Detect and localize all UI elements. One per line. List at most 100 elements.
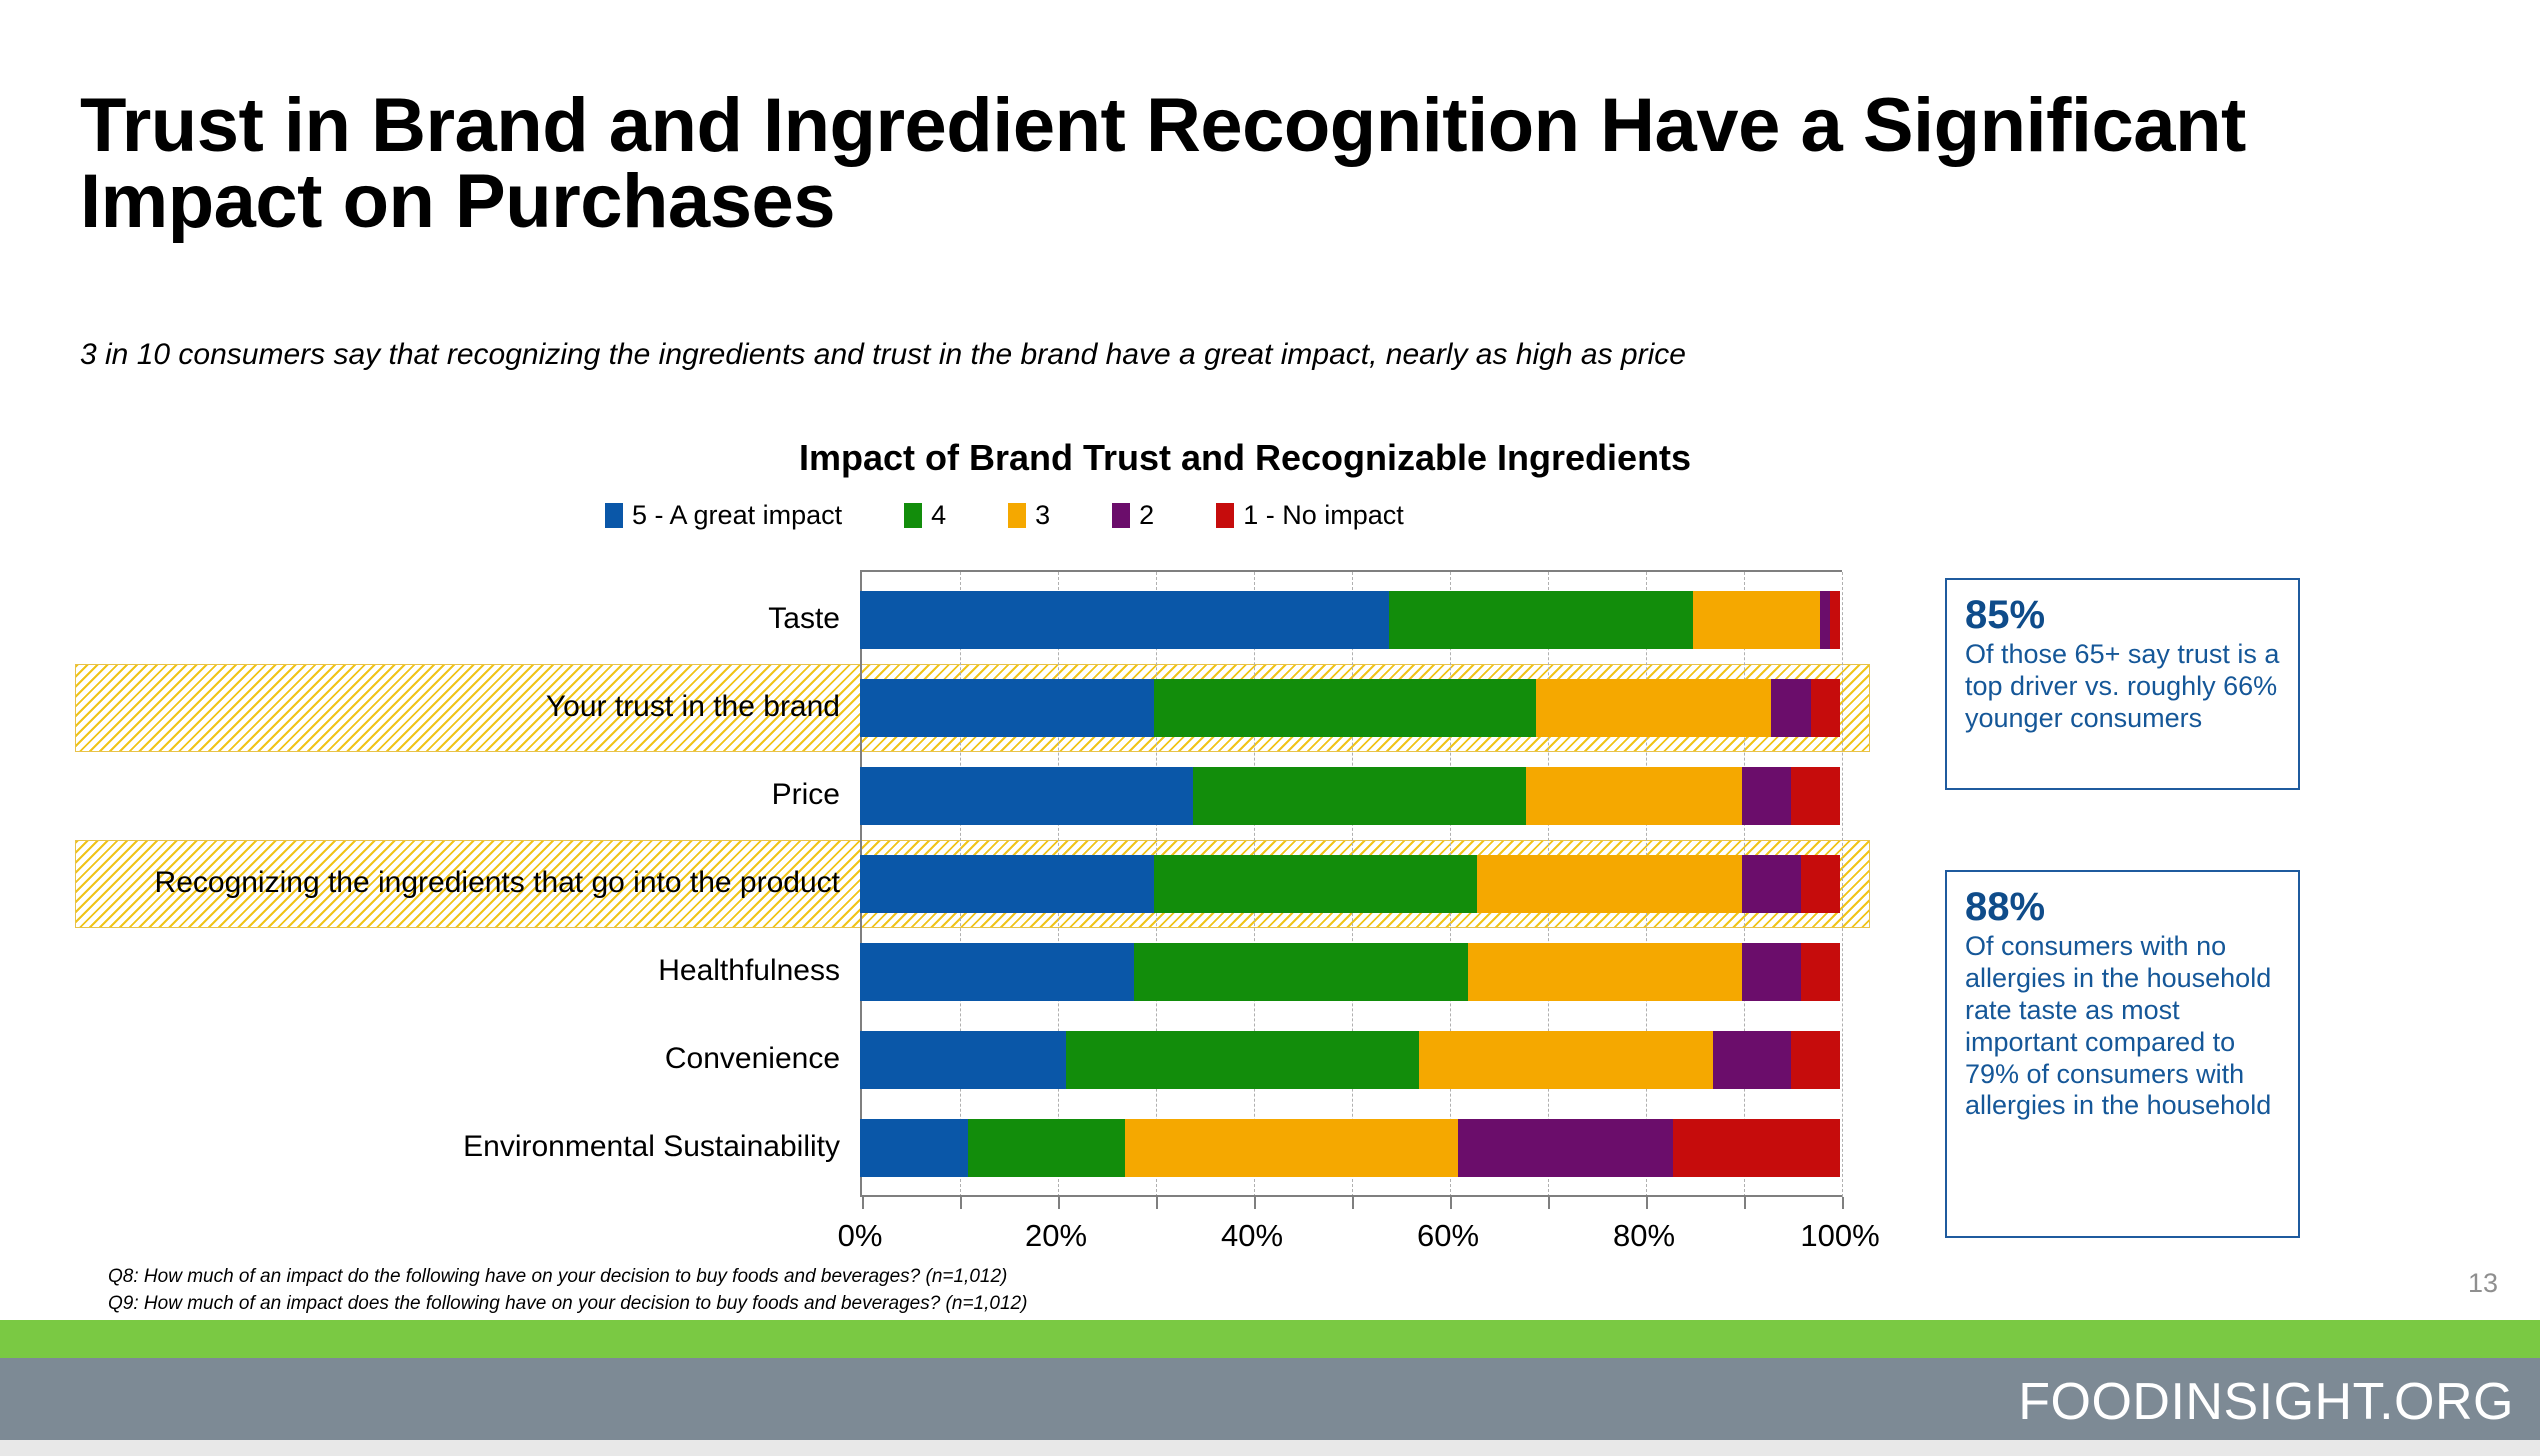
bar-segment-2[interactable] <box>967 1119 1125 1177</box>
x-axis-tick <box>1842 1197 1844 1209</box>
footnotes: Q8: How much of an impact do the followi… <box>108 1264 1027 1318</box>
legend-label: 1 - No impact <box>1243 500 1404 530</box>
bar-segment-1[interactable] <box>860 767 1194 825</box>
stacked-bar[interactable] <box>860 591 1840 649</box>
x-axis-tick <box>1744 1197 1746 1209</box>
site-url: FOODINSIGHT.ORG <box>2018 1373 2514 1431</box>
x-axis-label: 80% <box>1612 1218 1676 1253</box>
category-label: Taste <box>768 602 840 635</box>
bar-segment-3[interactable] <box>1536 679 1772 737</box>
category-label: Recognizing the ingredients that go into… <box>154 866 840 899</box>
bar-segment-2[interactable] <box>1134 943 1468 1001</box>
bar-segment-4[interactable] <box>1741 767 1791 825</box>
legend-swatch-icon <box>904 503 923 528</box>
footer-gray-bar <box>0 1358 2540 1440</box>
bar-segment-1[interactable] <box>860 591 1390 649</box>
bar-segment-3[interactable] <box>1692 591 1821 649</box>
stacked-bar[interactable] <box>860 943 1840 1001</box>
bar-segment-3[interactable] <box>1467 943 1742 1001</box>
category-label: Convenience <box>664 1042 840 1075</box>
bar-segment-1[interactable] <box>860 1031 1066 1089</box>
bar-segment-5[interactable] <box>1673 1119 1840 1177</box>
legend-label: 4 <box>931 500 947 530</box>
footer-green-bar <box>0 1320 2540 1358</box>
bar-segment-4[interactable] <box>1457 1119 1674 1177</box>
legend-swatch-icon <box>1216 503 1235 528</box>
bar-segment-2[interactable] <box>1154 679 1537 737</box>
x-axis-label: 100% <box>1800 1218 1880 1253</box>
callout-text: Of those 65+ say trust is a top driver v… <box>1965 639 2280 733</box>
stacked-bar[interactable] <box>860 1031 1840 1089</box>
x-axis-tick <box>1352 1197 1354 1209</box>
category-label: Healthfulness <box>658 954 840 987</box>
bar-segment-4[interactable] <box>1820 591 1831 649</box>
bar-segment-5[interactable] <box>1830 591 1840 649</box>
bar-segment-5[interactable] <box>1790 1031 1840 1089</box>
x-axis-tick <box>1548 1197 1550 1209</box>
bar-segment-5[interactable] <box>1810 679 1840 737</box>
x-axis-label: 60% <box>1416 1218 1480 1253</box>
bar-segment-4[interactable] <box>1712 1031 1791 1089</box>
x-axis-label: 20% <box>1024 1218 1088 1253</box>
chart-row: Convenience <box>0 1016 1900 1104</box>
chart-row: Recognizing the ingredients that go into… <box>0 840 1900 928</box>
bar-segment-2[interactable] <box>1193 767 1527 825</box>
legend-item-5[interactable]: 1 - No impact <box>1216 500 1404 531</box>
callout-percent: 85% <box>1965 593 2046 637</box>
x-axis-tick <box>1646 1197 1648 1209</box>
legend-swatch-icon <box>1112 503 1131 528</box>
chart-row: Healthfulness <box>0 928 1900 1016</box>
bar-segment-3[interactable] <box>1418 1031 1713 1089</box>
category-label: Environmental Sustainability <box>463 1130 840 1163</box>
bar-segment-3[interactable] <box>1124 1119 1458 1177</box>
bar-segment-3[interactable] <box>1477 855 1742 913</box>
x-axis-tick <box>960 1197 962 1209</box>
legend-item-1[interactable]: 5 - A great impact <box>605 500 842 531</box>
page-title: Trust in Brand and Ingredient Recognitio… <box>80 83 2246 244</box>
chart-row: Your trust in the brand <box>0 664 1900 752</box>
bar-segment-4[interactable] <box>1771 679 1811 737</box>
page-subtitle: 3 in 10 consumers say that recognizing t… <box>80 338 1686 371</box>
category-label: Your trust in the brand <box>545 690 840 723</box>
x-axis-tick <box>1156 1197 1158 1209</box>
bar-segment-1[interactable] <box>860 855 1154 913</box>
page-number: 13 <box>2467 1268 2498 1298</box>
bar-segment-2[interactable] <box>1389 591 1693 649</box>
bar-segment-5[interactable] <box>1790 767 1840 825</box>
chart-row: Taste <box>0 576 1900 664</box>
chart-row: Price <box>0 752 1900 840</box>
x-axis-line <box>860 1195 1842 1197</box>
callout-box-85: 85% Of those 65+ say trust is a top driv… <box>1945 578 2300 790</box>
bar-segment-3[interactable] <box>1526 767 1742 825</box>
bar-segment-1[interactable] <box>860 679 1154 737</box>
bar-segment-4[interactable] <box>1741 943 1801 1001</box>
legend-item-4[interactable]: 2 <box>1112 500 1154 531</box>
stacked-bar[interactable] <box>860 767 1840 825</box>
bar-segment-4[interactable] <box>1741 855 1801 913</box>
bar-segment-2[interactable] <box>1154 855 1478 913</box>
x-axis-tick <box>1254 1197 1256 1209</box>
stacked-bar[interactable] <box>860 855 1840 913</box>
bar-segment-1[interactable] <box>860 943 1135 1001</box>
legend-label: 5 - A great impact <box>632 500 843 530</box>
legend-item-2[interactable]: 4 <box>904 500 946 531</box>
legend-swatch-icon <box>1008 503 1027 528</box>
bar-segment-2[interactable] <box>1065 1031 1419 1089</box>
bar-segment-1[interactable] <box>860 1119 968 1177</box>
chart-title: Impact of Brand Trust and Recognizable I… <box>798 437 1692 478</box>
x-axis-tick <box>862 1197 864 1209</box>
category-label: Price <box>771 778 840 811</box>
legend-item-3[interactable]: 3 <box>1008 500 1050 531</box>
legend-label: 2 <box>1139 500 1155 530</box>
stacked-bar[interactable] <box>860 1119 1840 1177</box>
x-axis-label: 0% <box>837 1218 883 1253</box>
x-axis-tick <box>1450 1197 1452 1209</box>
stacked-bar[interactable] <box>860 679 1840 737</box>
callout-text: Of consumers with no allergies in the ho… <box>1965 931 2272 1121</box>
bar-segment-5[interactable] <box>1800 855 1840 913</box>
callout-box-88: 88% Of consumers with no allergies in th… <box>1945 870 2300 1238</box>
legend-label: 3 <box>1035 500 1051 530</box>
callout-percent: 88% <box>1965 885 2046 929</box>
chart-row: Environmental Sustainability <box>0 1104 1900 1192</box>
bar-segment-5[interactable] <box>1800 943 1840 1001</box>
